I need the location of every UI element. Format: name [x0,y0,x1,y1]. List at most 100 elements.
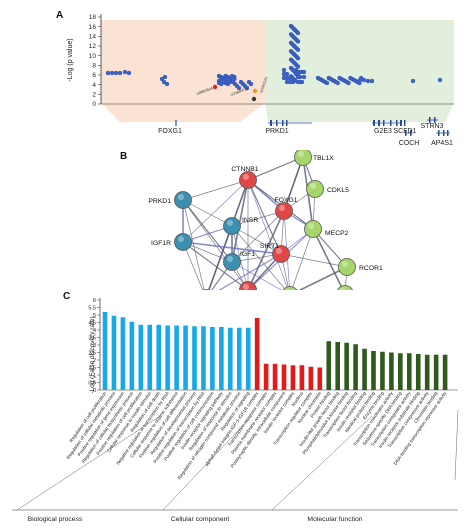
snp-point [281,71,287,77]
network-edge [247,210,285,291]
network-edge [247,156,304,181]
network-edge [231,210,285,263]
snp-point [113,70,119,76]
snp-point [410,78,416,84]
node-highlight [308,223,314,229]
c-bar [156,324,161,390]
snp-point [295,74,301,80]
gene-label-ap4s1: AP4S1 [431,140,453,147]
snp-point [164,81,170,87]
node-highlight [227,220,233,226]
y-tick-label: 0 [92,101,96,108]
network-edge [247,179,282,255]
c-bar [210,327,215,390]
y-tick-label: 14 [89,34,97,41]
snp-point [126,70,132,76]
y-tick-label: 8 [92,63,96,70]
network-node[interactable]: CDKL5 [306,180,350,198]
snp-point [281,67,287,73]
snp-point [122,69,128,75]
network-node[interactable]: IGF1R [151,233,192,251]
node-highlight [279,205,285,211]
c-bar [236,327,242,390]
snp-point [295,64,301,69]
snp-point [295,56,301,61]
panel-letter-c: C [63,291,71,302]
node-label: SIRT1 [260,243,279,250]
network-node[interactable]: IGF1 [223,251,256,271]
panel-letter-b: B [120,151,128,162]
c-bar [272,363,278,390]
gene-label-prkd1: PRKD1 [265,128,288,135]
c-bar [362,348,367,390]
snp-point [295,39,301,44]
gene-label-foxg1: FOXG1 [158,128,182,135]
network-node[interactable]: SIRT1 [260,243,290,263]
panel-b: B TBL1X CTNNB1 FOXG1 CDKL5 PRKD1 INSR MECP2 IGF… [0,148,474,312]
network-edge [312,228,346,295]
snp-point [335,80,340,86]
snp-point [244,85,250,91]
snp-points [105,23,443,91]
c-group-label: Cellular component [171,516,230,523]
c-y-tick-label: 2.5 [88,351,96,357]
network-node[interactable]: RCOR1 [338,258,384,276]
c-group-divider [162,415,253,511]
node-highlight [342,261,348,267]
snp-highlight-red [212,84,218,90]
c-group-label: Biological process [28,516,83,523]
c-y-tick-label: 3 [93,343,96,349]
node-label: CTNNB1 [231,166,258,173]
node-highlight [276,248,282,254]
c-bar [326,341,332,390]
c-bar [254,318,260,390]
network-node[interactable]: TBL1X [294,148,335,166]
snp-point [365,78,371,84]
c-bar [120,317,126,390]
c-bar [290,365,296,390]
c-bar [192,326,197,390]
network-node[interactable]: INSR [223,217,259,235]
y-tick-label: 18 [89,14,97,21]
network-node[interactable]: PRKD1 [148,191,192,209]
c-bar [174,325,179,390]
network-node[interactable]: FOXG1 [274,197,298,220]
network-edge [182,241,207,299]
network-edge [182,199,207,299]
node-circle [306,180,324,198]
c-group-brackets: Biological process Cellular component Mole… [12,409,459,523]
manhattan-plot: 0 2 4 6 8 10 12 14 16 18 -Log (p value) rs8862544… [67,14,454,147]
c-y-tick-label: 5 [93,313,96,319]
network-edge [205,179,249,299]
network-node[interactable]: CTNNB1 [231,166,259,189]
c-group-divider [16,415,161,511]
snp-point [290,67,296,73]
c-bar [389,352,394,390]
c-group-divider [454,409,459,481]
c-bar [442,354,448,390]
node-highlight [178,236,184,242]
snp-point [301,74,307,80]
network-node[interactable]: MECP2 [304,220,349,238]
c-bar [371,351,376,390]
node-circle [275,202,293,220]
snp-point [117,70,123,76]
go-enrichment-chart: -Log (False discovery rate) 00.5 11.5 22.5… [12,298,459,523]
ppi-network: TBL1XCTNNB1FOXG1CDKL5PRKD1INSRMECP2IGF1R… [148,148,384,312]
network-edge [182,199,249,291]
snp-point [437,77,443,83]
c-bar [183,325,188,390]
node-highlight [298,151,304,157]
node-circle [272,245,290,263]
snp-point [281,75,287,81]
c-bar [165,325,170,390]
network-edge [283,156,304,212]
c-bar [138,324,144,390]
snp-point [162,74,168,80]
snp-point [324,80,330,86]
snp-point [295,79,301,85]
network-edge [280,253,348,268]
y-axis-label: -Log (p value) [67,38,74,81]
snp-point [159,76,165,82]
network-edge [289,228,314,296]
